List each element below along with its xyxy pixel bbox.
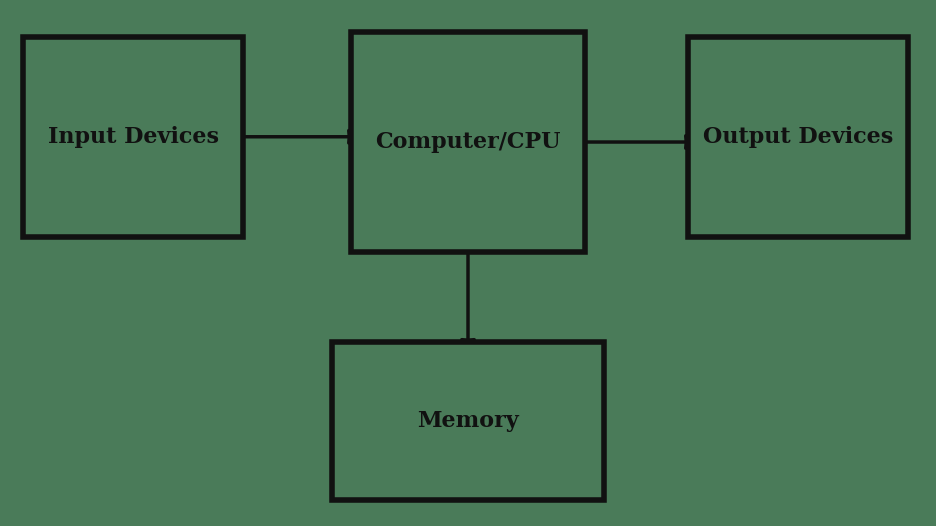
Bar: [332, 342, 604, 500]
Text: Input Devices: Input Devices: [48, 126, 219, 148]
Bar: [688, 37, 908, 237]
Bar: [351, 32, 585, 252]
Text: Memory: Memory: [417, 410, 519, 432]
Text: Computer/CPU: Computer/CPU: [375, 131, 561, 153]
Text: Output Devices: Output Devices: [703, 126, 893, 148]
Bar: [23, 37, 243, 237]
